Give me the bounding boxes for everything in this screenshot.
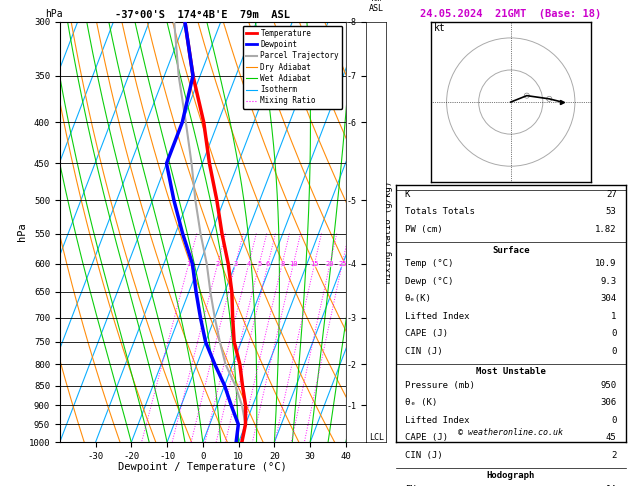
X-axis label: Dewpoint / Temperature (°C): Dewpoint / Temperature (°C) — [118, 462, 287, 472]
Y-axis label: Mixing Ratio (g/kg): Mixing Ratio (g/kg) — [384, 181, 392, 283]
Text: Surface: Surface — [492, 245, 530, 255]
Text: 4: 4 — [247, 261, 251, 267]
Text: 0: 0 — [611, 347, 616, 356]
Text: hPa: hPa — [45, 9, 62, 19]
Text: LCL: LCL — [369, 433, 384, 442]
Text: K: K — [405, 190, 410, 199]
Text: 20: 20 — [326, 261, 334, 267]
Text: Totals Totals: Totals Totals — [405, 208, 475, 216]
Text: 6: 6 — [266, 261, 270, 267]
Text: 0: 0 — [611, 416, 616, 425]
Text: 0: 0 — [611, 329, 616, 338]
Text: 24.05.2024  21GMT  (Base: 18): 24.05.2024 21GMT (Base: 18) — [420, 9, 601, 19]
Text: Most Unstable: Most Unstable — [476, 367, 546, 376]
Text: CIN (J): CIN (J) — [405, 451, 442, 460]
Text: 14: 14 — [606, 485, 616, 486]
Text: CAPE (J): CAPE (J) — [405, 434, 448, 442]
Text: 10: 10 — [289, 261, 298, 267]
Text: 9.3: 9.3 — [601, 277, 616, 286]
Text: θₑ (K): θₑ (K) — [405, 398, 437, 407]
Text: 25: 25 — [338, 261, 347, 267]
Text: 3: 3 — [233, 261, 238, 267]
Text: © weatheronline.co.uk: © weatheronline.co.uk — [459, 428, 563, 437]
Text: 8: 8 — [280, 261, 284, 267]
Text: 1.82: 1.82 — [595, 225, 616, 234]
Text: Pressure (mb): Pressure (mb) — [405, 381, 475, 390]
Text: 15: 15 — [310, 261, 319, 267]
Text: CIN (J): CIN (J) — [405, 347, 442, 356]
Text: Temp (°C): Temp (°C) — [405, 259, 454, 268]
Text: kt: kt — [434, 23, 445, 34]
Text: 27: 27 — [606, 190, 616, 199]
Text: 304: 304 — [601, 294, 616, 303]
Y-axis label: hPa: hPa — [17, 223, 27, 242]
Text: 950: 950 — [601, 381, 616, 390]
Text: 1: 1 — [611, 312, 616, 321]
Text: km
ASL: km ASL — [369, 0, 384, 14]
Title: -37°00'S  174°4B'E  79m  ASL: -37°00'S 174°4B'E 79m ASL — [115, 10, 291, 20]
Legend: Temperature, Dewpoint, Parcel Trajectory, Dry Adiabat, Wet Adiabat, Isotherm, Mi: Temperature, Dewpoint, Parcel Trajectory… — [243, 26, 342, 108]
Text: 5: 5 — [257, 261, 262, 267]
Text: 10.9: 10.9 — [595, 259, 616, 268]
Text: 2: 2 — [611, 451, 616, 460]
Text: Lifted Index: Lifted Index — [405, 312, 469, 321]
Text: CAPE (J): CAPE (J) — [405, 329, 448, 338]
Text: 45: 45 — [606, 434, 616, 442]
Text: Hodograph: Hodograph — [487, 471, 535, 481]
Text: 2: 2 — [216, 261, 220, 267]
Text: Lifted Index: Lifted Index — [405, 416, 469, 425]
Text: PW (cm): PW (cm) — [405, 225, 442, 234]
Text: 306: 306 — [601, 398, 616, 407]
Text: Dewp (°C): Dewp (°C) — [405, 277, 454, 286]
Text: 1: 1 — [187, 261, 191, 267]
Text: θₑ(K): θₑ(K) — [405, 294, 431, 303]
Text: EH: EH — [405, 485, 416, 486]
Text: 53: 53 — [606, 208, 616, 216]
